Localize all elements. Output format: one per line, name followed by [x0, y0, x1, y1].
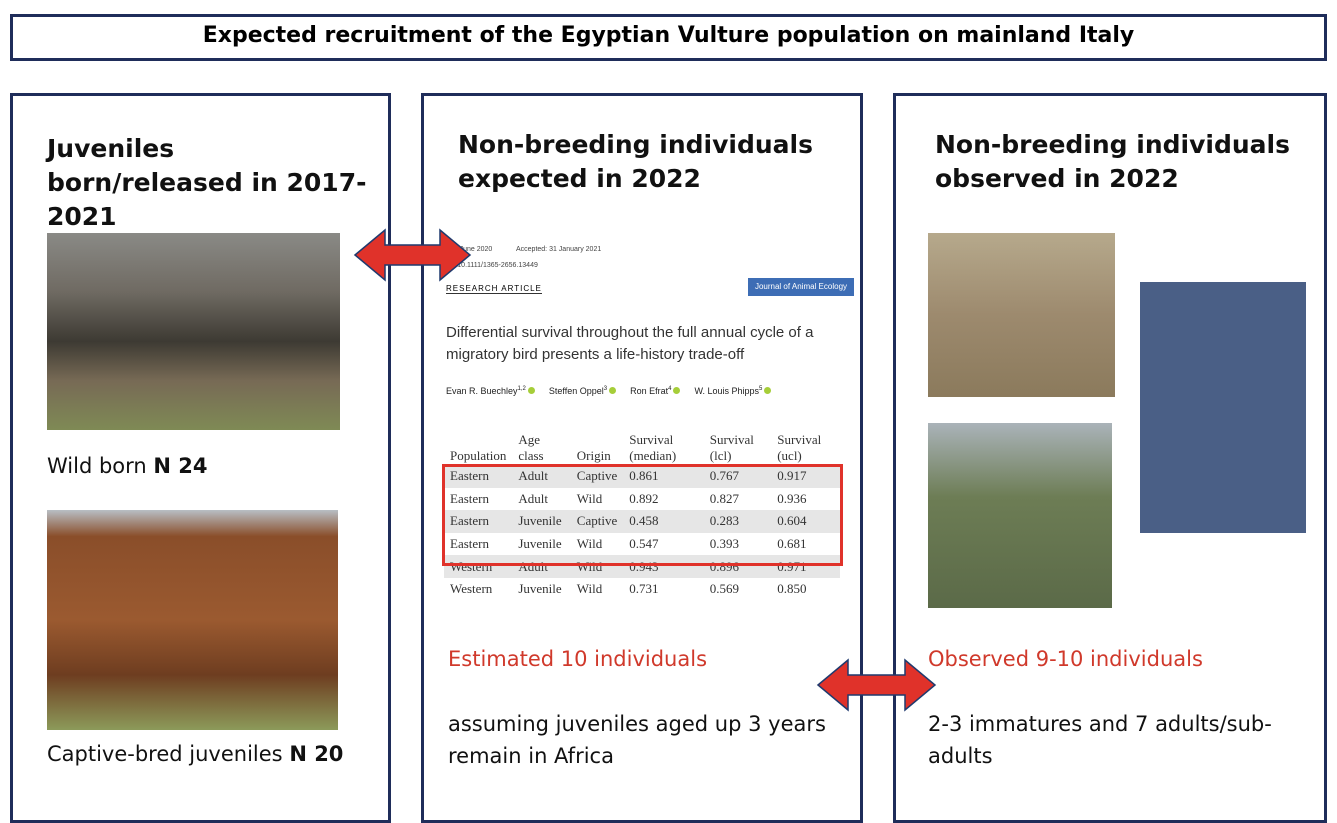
double-arrow	[818, 660, 935, 710]
double-arrow	[355, 230, 470, 280]
arrows	[0, 0, 1337, 808]
slide: Expected recruitment of the Egyptian Vul…	[0, 0, 1337, 808]
